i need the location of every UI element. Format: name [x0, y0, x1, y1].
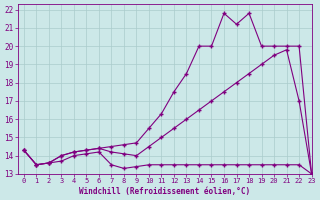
- X-axis label: Windchill (Refroidissement éolien,°C): Windchill (Refroidissement éolien,°C): [79, 187, 250, 196]
